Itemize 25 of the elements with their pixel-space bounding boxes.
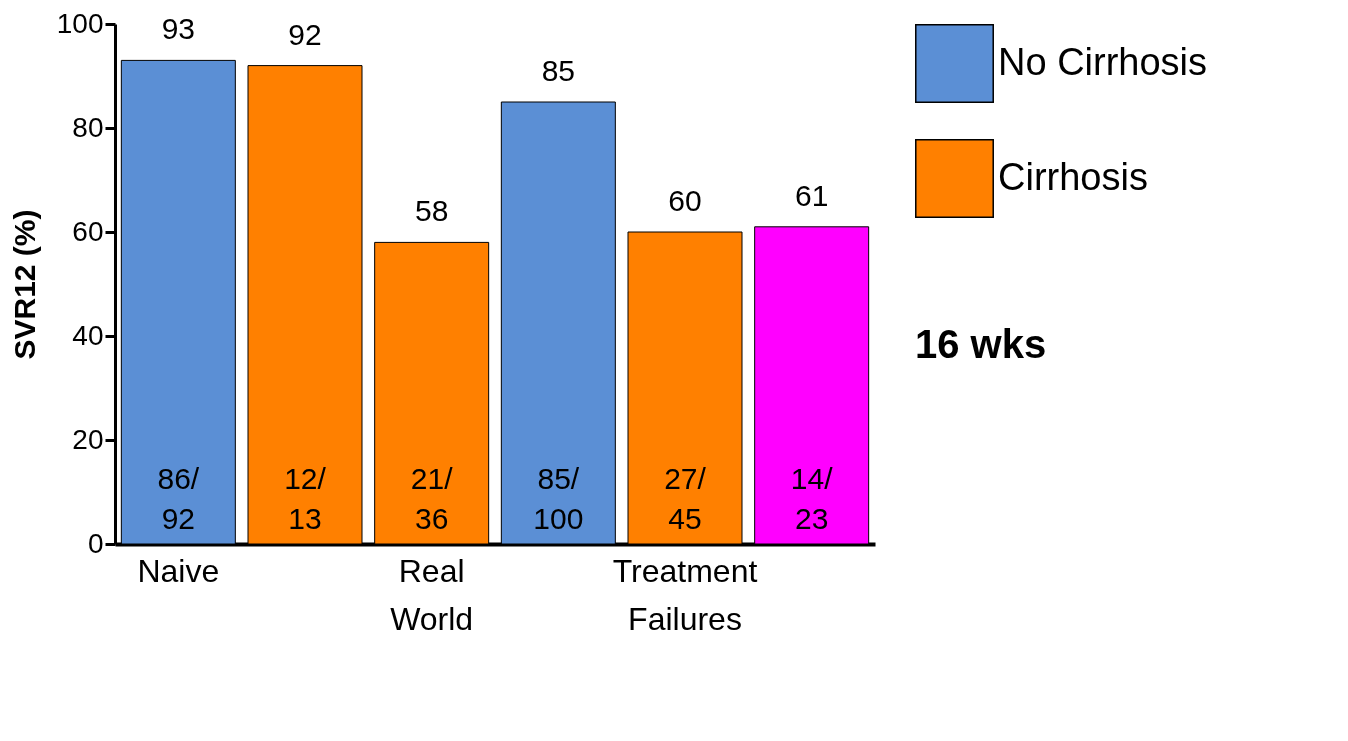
data-label: 85 — [541, 54, 576, 87]
annotation: 12/13 — [284, 462, 327, 535]
annotation: 21/36 — [410, 462, 454, 535]
y-tick-label: 20 — [72, 423, 104, 455]
y-tick-label: 40 — [72, 319, 104, 351]
y-tick-label: 80 — [72, 111, 104, 143]
y-tick-label: 60 — [72, 215, 104, 247]
data-label: 93 — [161, 12, 196, 46]
annotation: 86/92 — [157, 462, 200, 535]
data-label: 58 — [414, 194, 449, 228]
x-tick-label: Treatment Failures — [612, 552, 758, 637]
x-tick-label: Real World — [390, 552, 474, 637]
x-tick-label: Naive — [137, 552, 220, 589]
annotation: 27/45 — [664, 462, 707, 535]
y-axis-title: SVR12 (%) — [7, 209, 41, 360]
data-label: 92 — [288, 17, 322, 51]
annotation: 85/100 — [533, 462, 584, 535]
annotation: 14/23 — [790, 462, 834, 535]
text: 16 wks — [915, 322, 1047, 367]
data-label: 61 — [794, 178, 829, 212]
legend-label: No Cirrhosis — [998, 40, 1208, 83]
y-tick-label: 100 — [56, 7, 104, 39]
data-label: 60 — [668, 184, 702, 217]
y-tick-label: 0 — [87, 527, 104, 559]
legend-label: Cirrhosis — [998, 155, 1148, 198]
